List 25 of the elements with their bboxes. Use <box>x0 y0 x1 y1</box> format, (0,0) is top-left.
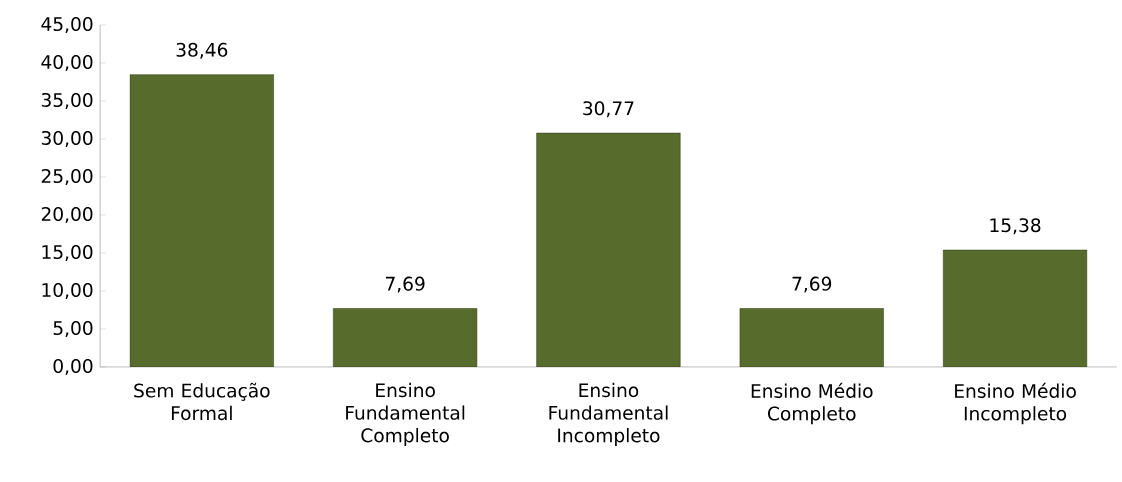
y-tick-label: 5,00 <box>53 321 93 338</box>
x-tick-label: Sem Educação Formal <box>134 382 270 421</box>
y-tick-label: 20,00 <box>41 207 93 224</box>
bar <box>333 308 478 368</box>
data-label: 38,46 <box>176 42 228 59</box>
data-label: 30,77 <box>583 101 634 118</box>
y-tick-label: 30,00 <box>41 131 93 148</box>
y-tick-label: 10,00 <box>42 283 93 300</box>
bar <box>942 249 1088 368</box>
y-tick-label: 25,00 <box>41 169 93 186</box>
bar <box>129 74 274 368</box>
y-tick-label: 45,00 <box>41 17 93 34</box>
x-tick-label: Ensino Fundamental Completo <box>346 382 465 447</box>
x-tick-label: Ensino Fundamental Incompleto <box>549 382 668 447</box>
data-label: 15,38 <box>990 218 1041 235</box>
y-tick-label: 0,00 <box>53 359 93 376</box>
x-tick-label: Ensino Médio Completo <box>751 382 873 425</box>
y-tick-label: 40,00 <box>41 55 93 72</box>
y-tick-label: 15,00 <box>42 245 93 262</box>
y-tick-label: 35,00 <box>41 93 93 110</box>
bar <box>739 308 884 368</box>
x-tick-label: Ensino Médio Incompleto <box>955 382 1076 425</box>
data-label: 7,69 <box>385 276 425 293</box>
data-label: 7,69 <box>792 276 832 293</box>
bar <box>536 132 681 368</box>
